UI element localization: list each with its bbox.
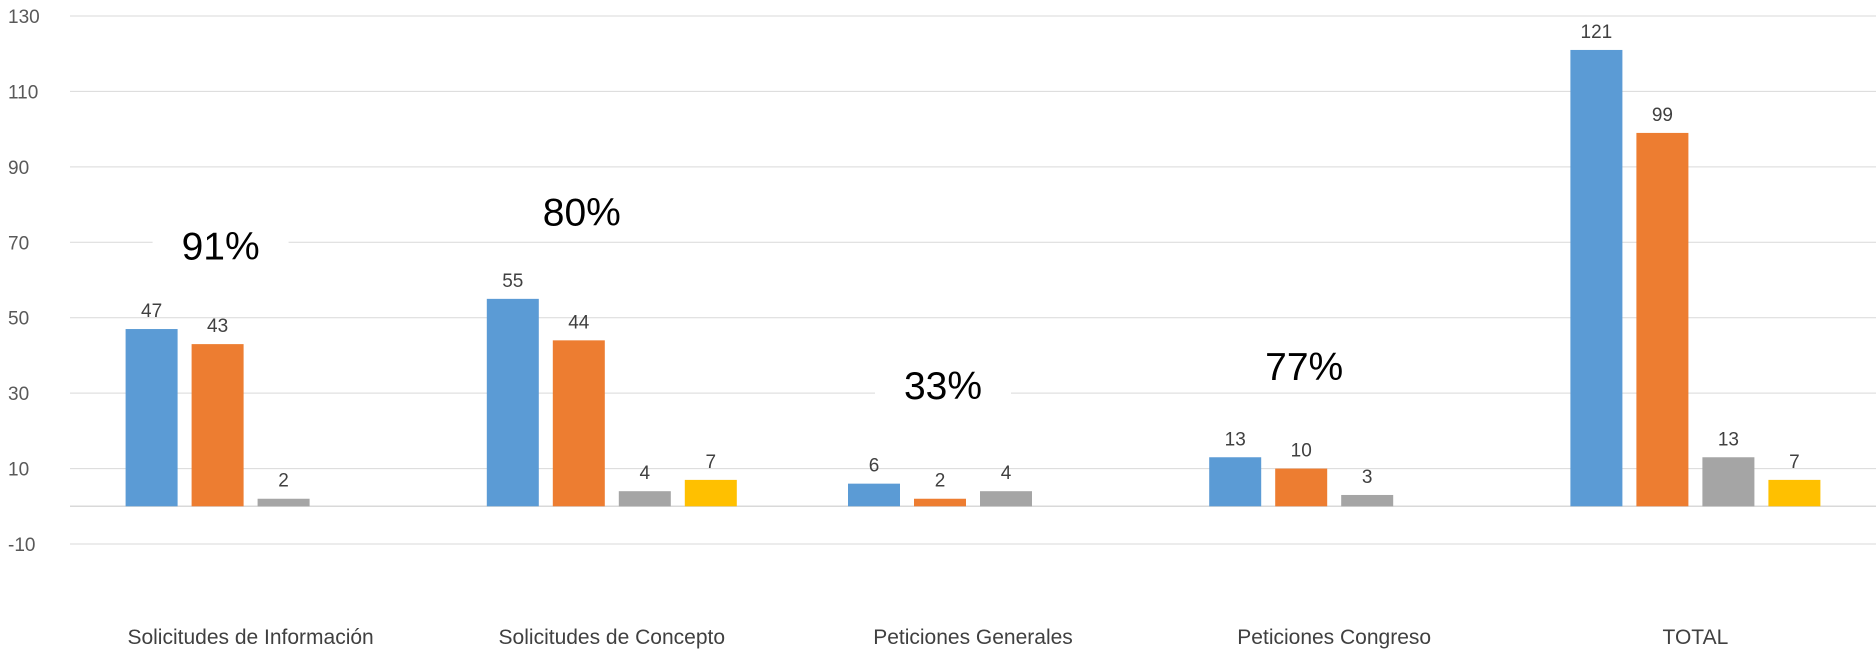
bar — [552, 340, 605, 507]
data-label: 55 — [502, 271, 523, 292]
category-label: Solicitudes de Concepto — [499, 626, 725, 649]
category-label: TOTAL — [1663, 626, 1729, 649]
bar — [1275, 468, 1328, 507]
y-tick-label: 130 — [8, 7, 40, 28]
bar — [486, 298, 539, 507]
percentage-annotation: 80% — [543, 191, 621, 234]
data-label: 99 — [1652, 105, 1673, 126]
bars — [125, 49, 1821, 507]
bar — [1768, 479, 1821, 507]
y-tick-label: 90 — [8, 158, 29, 179]
bar — [1636, 132, 1689, 507]
bar — [980, 491, 1032, 507]
bar — [1209, 457, 1262, 507]
bar — [125, 329, 178, 507]
y-tick-label: -10 — [8, 535, 35, 556]
annotation-background — [513, 187, 650, 236]
annotation-background — [875, 360, 1011, 409]
data-label: 6 — [869, 456, 880, 477]
data-label: 10 — [1291, 441, 1312, 462]
bar — [1341, 494, 1394, 507]
y-tick-label: 110 — [8, 82, 38, 103]
annotation-background — [1236, 342, 1373, 391]
data-label: 7 — [706, 452, 717, 473]
bar — [191, 344, 244, 507]
y-tick-label: 10 — [8, 460, 29, 481]
bar — [684, 479, 737, 507]
bar — [914, 498, 966, 507]
data-label: 3 — [1362, 467, 1373, 488]
data-label: 2 — [935, 471, 946, 492]
percentage-annotation: 77% — [1265, 346, 1343, 389]
category-label: Peticiones Congreso — [1237, 626, 1431, 649]
bar — [1570, 49, 1623, 507]
y-tick-label: 30 — [8, 384, 29, 405]
category-labels: Solicitudes de Información Solicitudes de… — [127, 626, 1728, 649]
data-label: 2 — [278, 471, 289, 492]
data-label: 4 — [1001, 463, 1012, 484]
data-label: 4 — [640, 463, 651, 484]
percentage-annotations: 91% 80% 33% 77% — [152, 187, 1373, 409]
y-axis-ticks: -10 10 30 50 70 90 110 130 — [8, 7, 40, 556]
bar — [848, 483, 900, 507]
data-label: 7 — [1789, 452, 1800, 473]
data-label: 13 — [1718, 429, 1739, 450]
annotation-background — [152, 221, 289, 270]
bar — [257, 498, 310, 507]
data-label: 121 — [1581, 22, 1613, 43]
percentage-annotation: 33% — [904, 365, 982, 408]
category-label: Peticiones Generales — [873, 626, 1073, 649]
data-label: 13 — [1225, 429, 1246, 450]
bar — [618, 491, 671, 507]
y-tick-label: 70 — [8, 233, 29, 254]
data-label: 47 — [141, 301, 162, 322]
category-label: Solicitudes de Información — [127, 626, 373, 649]
data-label: 43 — [207, 316, 228, 337]
y-tick-label: 50 — [8, 309, 29, 330]
data-label: 44 — [568, 312, 590, 333]
percentage-annotation: 91% — [182, 225, 260, 268]
bar — [1702, 457, 1755, 507]
